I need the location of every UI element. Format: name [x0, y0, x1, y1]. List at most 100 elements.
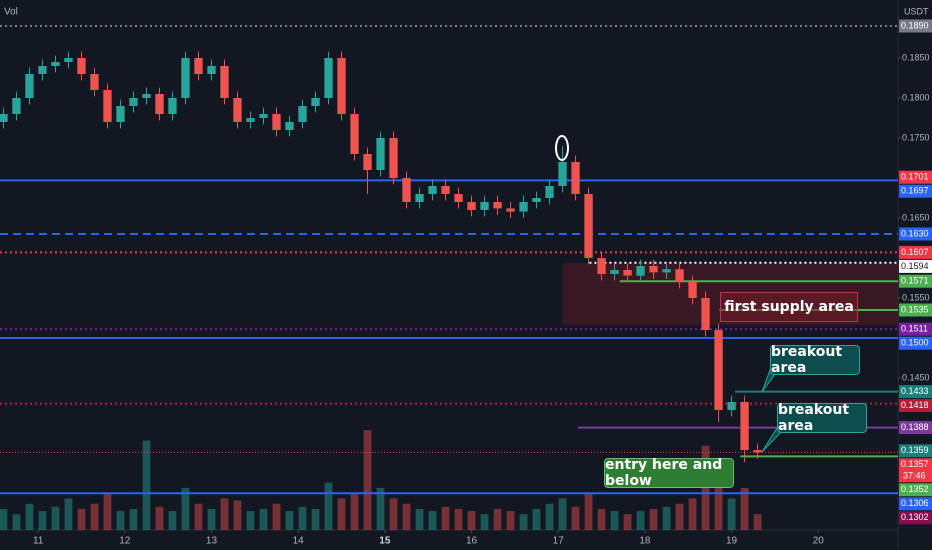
price-tag-label: 0.1701	[901, 172, 929, 182]
volume-bar	[467, 511, 476, 530]
volume-bar	[740, 487, 749, 530]
volume-bar	[38, 511, 47, 530]
candle-body	[272, 114, 281, 130]
x-tick-label: 11	[33, 536, 44, 547]
volume-bar	[623, 514, 632, 530]
y-tick-label: 0.1650	[902, 212, 930, 222]
candle-body	[649, 266, 658, 273]
candle-body	[389, 138, 398, 178]
candle-body	[428, 186, 437, 194]
volume-bar	[220, 498, 229, 530]
volume-bar	[415, 508, 424, 530]
candle-body	[467, 202, 476, 210]
volume-bar	[584, 493, 593, 530]
candle-body	[454, 194, 463, 202]
volume-bar	[558, 498, 567, 530]
price-tag	[899, 385, 932, 399]
candle-body	[103, 90, 112, 122]
price-tag	[899, 19, 932, 33]
candle-body	[636, 266, 645, 276]
price-tag-label: 0.1433	[901, 386, 929, 396]
price-tag-label: 0.1357	[901, 459, 929, 469]
candle-body	[402, 178, 411, 202]
price-tag	[899, 399, 932, 413]
annotation-callout: breakout area	[770, 344, 860, 376]
candle-body	[181, 58, 190, 98]
candle-body	[701, 298, 710, 330]
volume-bar	[662, 506, 671, 530]
volume-bar	[610, 511, 619, 530]
candle-body	[740, 402, 749, 450]
volume-bar	[207, 508, 216, 530]
price-tag-label: 0.1388	[901, 422, 929, 432]
volume-bar	[285, 511, 294, 530]
candle-body	[506, 208, 515, 212]
price-tag	[899, 511, 932, 525]
y-tick-label: 0.1850	[902, 52, 930, 62]
x-tick-label: 17	[553, 536, 565, 547]
candle-body	[415, 194, 424, 202]
volume-bar	[298, 506, 307, 530]
annotation-box: first supply area	[720, 292, 858, 322]
candle-body	[714, 330, 723, 410]
candle-body	[480, 202, 489, 210]
volume-bar	[636, 511, 645, 530]
candle-body	[324, 58, 333, 98]
volume-bar	[168, 511, 177, 530]
highlight-circle	[555, 135, 569, 161]
y-tick-label: 0.1750	[902, 132, 930, 142]
price-tag-label: 0.1359	[901, 445, 929, 455]
candle-body	[337, 58, 346, 114]
volume-bar	[12, 514, 21, 530]
candle-body	[532, 198, 541, 202]
volume-bar	[545, 503, 554, 530]
candle-body	[220, 66, 229, 98]
candle-body	[194, 58, 203, 74]
volume-label: Vol	[4, 7, 18, 18]
volume-bar	[428, 511, 437, 530]
candle-body	[662, 269, 671, 273]
price-tag	[899, 184, 932, 198]
volume-bar	[129, 508, 138, 530]
candle-body	[233, 98, 242, 122]
volume-bar	[441, 506, 450, 530]
volume-bar	[714, 466, 723, 530]
volume-bar	[142, 440, 151, 530]
price-tag-label: 0.1630	[901, 228, 929, 238]
volume-bar	[25, 503, 34, 530]
candle-body	[90, 74, 99, 90]
candle-body	[64, 58, 73, 62]
volume-bar	[506, 511, 515, 530]
candle-body	[597, 258, 606, 274]
candle-body	[207, 66, 216, 74]
candle-body	[584, 194, 593, 258]
x-tick-label: 13	[206, 536, 218, 547]
x-tick-label: 16	[466, 536, 478, 547]
candle-body	[571, 162, 580, 194]
candle-body	[493, 202, 502, 209]
candle-body	[0, 114, 8, 122]
volume-bar	[402, 503, 411, 530]
candle-body	[311, 98, 320, 106]
price-tag-label: 0.1697	[901, 186, 929, 196]
price-tag-label: 0.1511	[901, 324, 928, 334]
volume-bar	[363, 430, 372, 530]
x-tick-label: 19	[726, 536, 738, 547]
volume-bar	[571, 506, 580, 530]
price-tag-label: 0.1302	[901, 512, 929, 522]
price-tag	[899, 170, 932, 184]
price-tag-label: 0.1890	[901, 20, 929, 30]
x-tick-label: 14	[293, 536, 305, 547]
price-tag-label: 0.1500	[901, 338, 929, 348]
volume-bar	[753, 514, 762, 530]
x-tick-label: 15	[379, 536, 391, 547]
x-tick-label: 12	[119, 536, 131, 547]
volume-bar	[727, 498, 736, 530]
candle-body	[545, 186, 554, 198]
volume-bar	[246, 511, 255, 530]
candle-body	[623, 270, 632, 276]
y-tick-label: 0.1550	[902, 292, 930, 302]
price-tag	[899, 227, 932, 241]
volume-bar	[519, 514, 528, 530]
